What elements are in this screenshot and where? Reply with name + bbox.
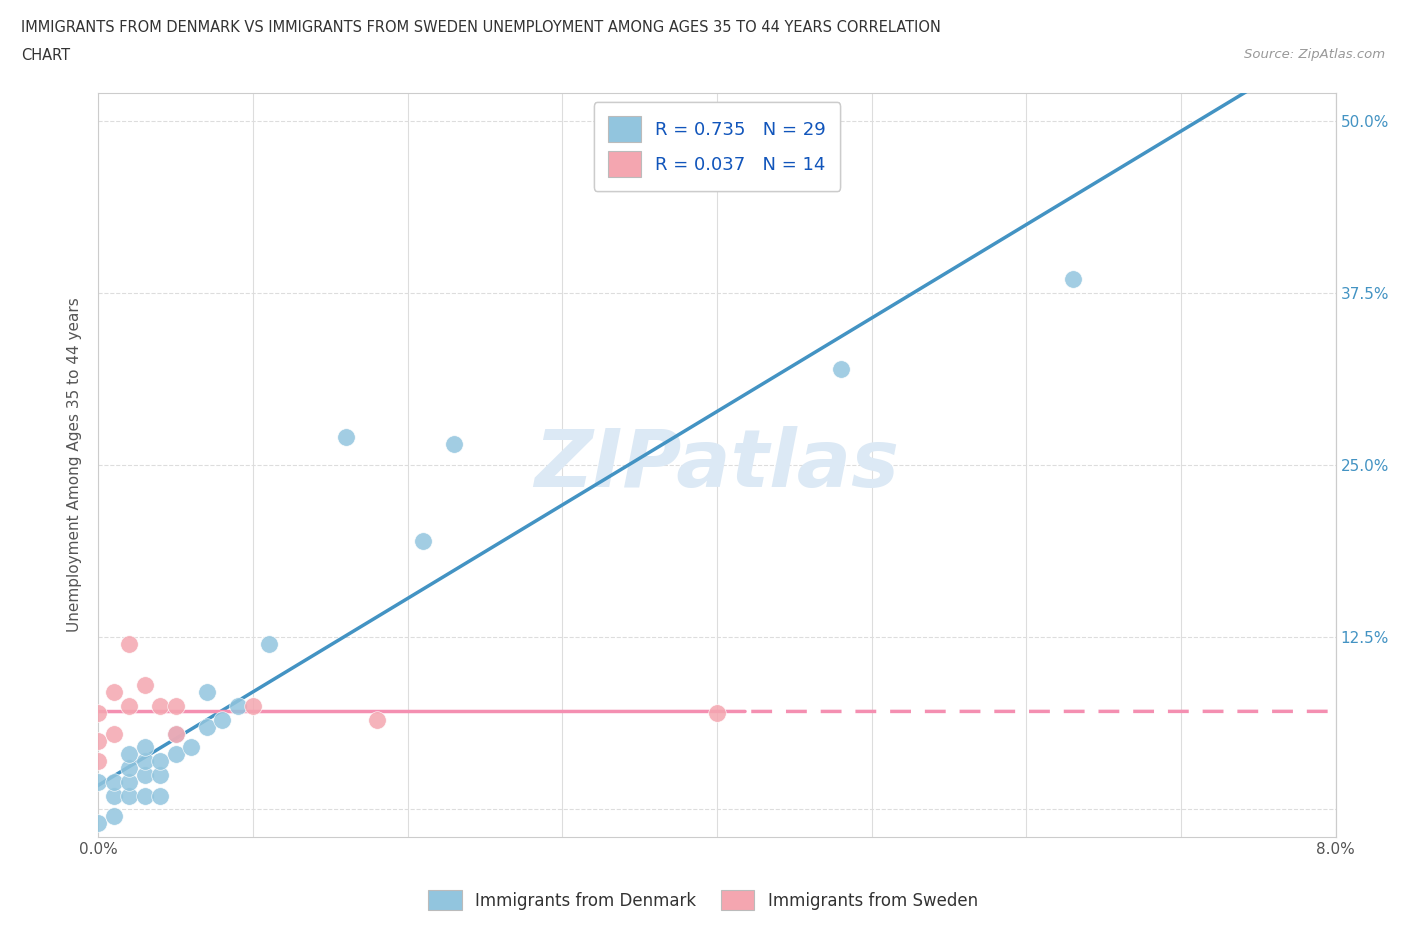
- Text: IMMIGRANTS FROM DENMARK VS IMMIGRANTS FROM SWEDEN UNEMPLOYMENT AMONG AGES 35 TO : IMMIGRANTS FROM DENMARK VS IMMIGRANTS FR…: [21, 20, 941, 35]
- Point: [226, 698, 249, 713]
- Point: [87, 754, 110, 769]
- Point: [118, 698, 141, 713]
- Point: [103, 726, 125, 741]
- Point: [103, 809, 125, 824]
- Point: [118, 761, 141, 776]
- Point: [211, 712, 233, 727]
- Point: [830, 361, 852, 376]
- Point: [165, 747, 187, 762]
- Point: [149, 767, 172, 782]
- Point: [195, 684, 218, 699]
- Point: [149, 754, 172, 769]
- Point: [134, 678, 156, 693]
- Point: [103, 775, 125, 790]
- Point: [165, 698, 187, 713]
- Y-axis label: Unemployment Among Ages 35 to 44 years: Unemployment Among Ages 35 to 44 years: [67, 298, 83, 632]
- Point: [134, 740, 156, 755]
- Point: [103, 684, 125, 699]
- Point: [165, 726, 187, 741]
- Point: [134, 754, 156, 769]
- Text: ZIPatlas: ZIPatlas: [534, 426, 900, 504]
- Point: [195, 719, 218, 734]
- Point: [257, 637, 280, 652]
- Point: [134, 789, 156, 804]
- Point: [165, 726, 187, 741]
- Point: [87, 775, 110, 790]
- Point: [149, 789, 172, 804]
- Point: [103, 789, 125, 804]
- Point: [149, 698, 172, 713]
- Point: [443, 437, 465, 452]
- Point: [118, 637, 141, 652]
- Point: [706, 706, 728, 721]
- Point: [242, 698, 264, 713]
- Point: [118, 789, 141, 804]
- Point: [335, 430, 357, 445]
- Point: [180, 740, 202, 755]
- Point: [366, 712, 388, 727]
- Legend: R = 0.735   N = 29, R = 0.037   N = 14: R = 0.735 N = 29, R = 0.037 N = 14: [593, 102, 841, 191]
- Point: [87, 733, 110, 748]
- Point: [118, 747, 141, 762]
- Point: [1062, 272, 1084, 286]
- Point: [118, 775, 141, 790]
- Legend: Immigrants from Denmark, Immigrants from Sweden: Immigrants from Denmark, Immigrants from…: [422, 884, 984, 917]
- Text: Source: ZipAtlas.com: Source: ZipAtlas.com: [1244, 48, 1385, 61]
- Point: [87, 816, 110, 830]
- Point: [412, 533, 434, 548]
- Point: [134, 767, 156, 782]
- Point: [87, 706, 110, 721]
- Text: CHART: CHART: [21, 48, 70, 63]
